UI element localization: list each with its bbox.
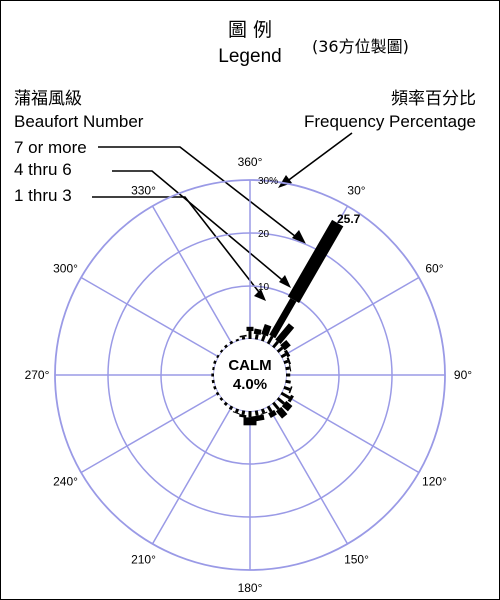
legend-class-7-or-more: 7 or more: [14, 138, 87, 157]
angle-label-330: 330°: [131, 184, 156, 198]
radial-tick-10: 10: [258, 282, 270, 293]
max-frequency-label: 25.7: [337, 212, 361, 226]
grid-spoke-210: [151, 405, 233, 545]
beaufort-title-cn: 蒲福風級: [14, 89, 82, 109]
bar-100-1-thru-3: [285, 379, 291, 384]
bar-20-1-thru-3: [260, 334, 266, 342]
bar-60-4-thru-6: [284, 349, 291, 358]
wind-bars: [211, 219, 344, 426]
bar-130-1-thru-3: [276, 396, 286, 405]
bar-60-1-thru-3: [280, 353, 287, 359]
leader-7-or-more: [98, 146, 301, 241]
legend-leader-lines: [92, 132, 353, 297]
leader-1-thru-3: [92, 196, 263, 297]
angle-label-240: 240°: [53, 475, 78, 489]
leader-frequency: [281, 132, 353, 186]
legend-title-cn: 圖 例: [228, 19, 272, 41]
calm-value: 4.0%: [233, 376, 267, 393]
angle-label-180: 180°: [238, 581, 263, 595]
grid-spoke-60: [280, 276, 420, 358]
grid-spoke-120: [280, 392, 420, 474]
calm-label: CALM: [228, 357, 271, 374]
calm-circle: [214, 339, 286, 411]
arrow-7-or-more: [292, 230, 306, 244]
frequency-title-cn: 頻率百分比: [391, 89, 476, 109]
bar-170-7-or-more: [250, 414, 265, 423]
arrow-1-thru-3: [254, 289, 266, 301]
angle-label-120: 120°: [422, 475, 447, 489]
grid-spoke-300: [80, 276, 220, 358]
axis-labels: 360° 30° 60° 90° 120° 150° 180° 210° 240° 270° 300…: [25, 155, 473, 595]
bar-140-1-thru-3: [271, 401, 280, 411]
bar-40-1-thru-3: [271, 340, 280, 349]
angle-label-0: 360°: [238, 155, 263, 169]
grid-spoke-150: [267, 405, 349, 545]
bar-80-1-thru-3: [285, 366, 290, 371]
angle-label-270: 270°: [25, 368, 50, 382]
bar-300-1-thru-3: [216, 354, 220, 359]
sector-note: (36方位製圖): [312, 37, 409, 56]
bar-160-1-thru-3: [260, 408, 266, 414]
legend-title-en: Legend: [218, 46, 281, 67]
angle-label-90: 90°: [454, 368, 472, 382]
bar-240-1-thru-3: [215, 391, 220, 396]
angle-label-210: 210°: [131, 552, 156, 566]
bar-120-1-thru-3: [280, 391, 291, 400]
bar-10-4-thru-6: [253, 328, 262, 335]
bar-70-1-thru-3: [283, 359, 289, 365]
bar-190-1-thru-3: [241, 410, 246, 415]
legend-class-4-thru-6: 4 thru 6: [14, 160, 72, 179]
bar-320-1-thru-3: [224, 344, 229, 349]
bar-110-4-thru-6: [288, 386, 293, 394]
radial-tick-30: 30%: [258, 176, 278, 187]
bar-170-1-thru-3: [254, 410, 259, 416]
angle-label-30: 30°: [347, 184, 365, 198]
bar-70-4-thru-6: [286, 357, 292, 365]
bar-20-4-thru-6: [261, 324, 272, 337]
legend-class-1-thru-3: 1 thru 3: [14, 186, 72, 205]
bar-110-1-thru-3: [283, 385, 291, 391]
frequency-title-en: Frequency Percentage: [304, 112, 476, 131]
arrow-4-thru-6: [279, 275, 291, 288]
bar-250-1-thru-3: [213, 385, 217, 390]
bar-30-1-thru-3: [266, 335, 274, 345]
bar-50-1-thru-3: [276, 346, 284, 354]
bar-340-1-thru-3: [235, 338, 240, 342]
bar-210-1-thru-3: [228, 405, 234, 411]
bar-140-4-thru-6: [275, 406, 288, 419]
grid-spoke-330: [151, 205, 233, 345]
bar-150-4-thru-6: [268, 409, 277, 419]
bar-310-1-thru-3: [219, 349, 224, 354]
bar-40-4-thru-6: [275, 323, 295, 344]
beaufort-title-en: Beaufort Number: [14, 112, 144, 131]
bar-230-1-thru-3: [219, 396, 224, 401]
bar-50-4-thru-6: [280, 339, 291, 351]
angle-label-300: 300°: [53, 262, 78, 276]
bar-200-1-thru-3: [235, 408, 240, 413]
frequency-arrowhead: [278, 175, 292, 188]
bar-130-4-thru-6: [281, 400, 293, 412]
radial-tick-20: 20: [258, 229, 270, 240]
bar-30-7-or-more: [287, 219, 344, 304]
angle-label-60: 60°: [425, 262, 443, 276]
bar-290-1-thru-3: [213, 360, 217, 365]
bar-10-1-thru-3: [254, 334, 259, 340]
angle-label-150: 150°: [344, 552, 369, 566]
bar-220-1-thru-3: [223, 401, 229, 406]
bar-120-4-thru-6: [287, 394, 294, 403]
bar-330-1-thru-3: [229, 340, 234, 345]
grid-spoke-240: [80, 392, 220, 474]
leader-4-thru-6: [112, 170, 288, 285]
bar-150-1-thru-3: [266, 405, 273, 413]
bar-30-4-thru-6: [269, 298, 297, 339]
